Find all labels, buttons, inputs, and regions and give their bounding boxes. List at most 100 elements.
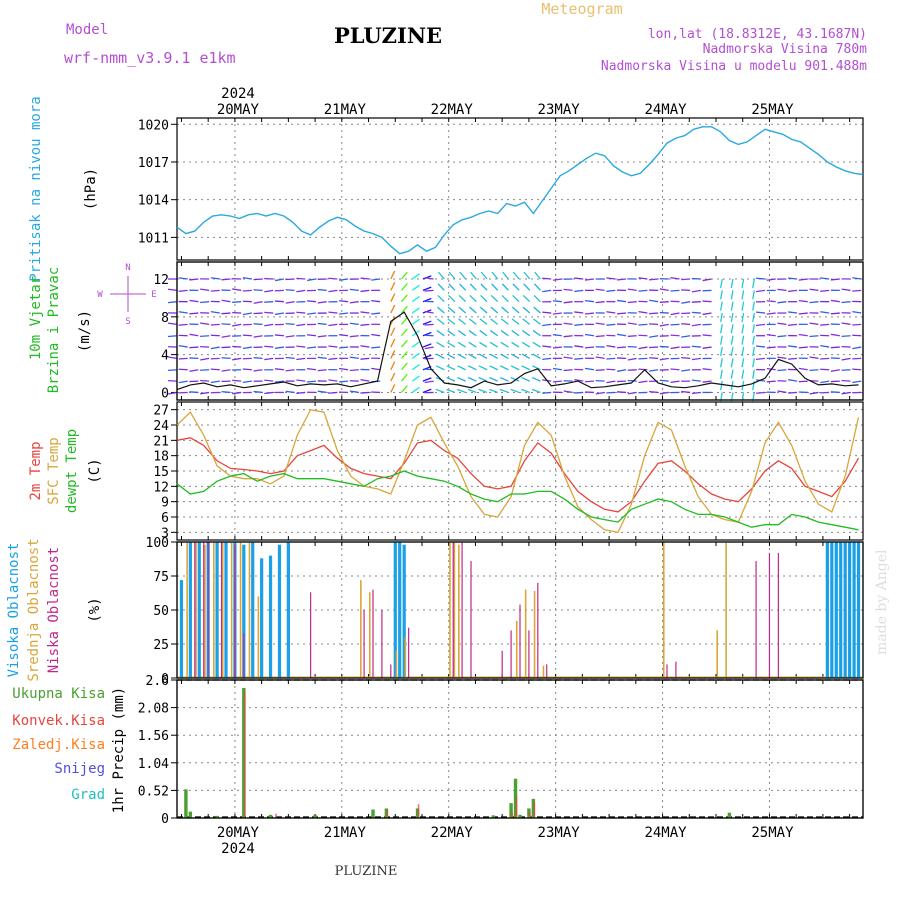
wind-arrow: [788, 379, 798, 382]
wind-arrow: [167, 335, 178, 338]
wind-arrow: [390, 281, 396, 291]
low-cloud-bar: [203, 542, 205, 678]
wind-arrow: [168, 356, 178, 360]
wind-arrow: [242, 368, 252, 371]
wind-arrow: [447, 318, 456, 325]
mid-cloud-bar: [230, 542, 233, 678]
high-cloud-bar: [277, 544, 282, 678]
axis-label: (%): [87, 597, 103, 622]
model-label: Model: [66, 22, 108, 38]
wind-arrow: [499, 388, 509, 394]
y-tick-label: 25: [153, 638, 169, 653]
wind-arrow: [649, 335, 659, 338]
conv-precip-bar: [533, 802, 536, 818]
wind-arrow: [820, 311, 830, 314]
wind-arrow: [798, 346, 808, 349]
wind-arrow: [552, 312, 562, 315]
y-tick-label: 1011: [138, 231, 169, 246]
wind-arrow: [446, 376, 456, 382]
y-tick-label: 1020: [138, 118, 169, 133]
wind-arrow: [491, 283, 499, 291]
wind-arrow: [552, 367, 562, 371]
wind-arrow: [720, 278, 723, 288]
wind-arrow: [533, 283, 541, 291]
wind-arrow: [296, 345, 306, 348]
wind-arrow: [296, 289, 306, 293]
wind-arrow: [670, 276, 680, 280]
axis-label: Pritisak na nivou mora: [28, 96, 44, 281]
wind-arrow: [691, 345, 701, 348]
high-cloud-bar: [215, 542, 219, 678]
high-cloud-bar: [834, 542, 838, 678]
top-day-label: 23MAY: [538, 102, 581, 118]
watermark: made by Angel: [874, 549, 890, 655]
high-cloud-bar: [398, 542, 402, 678]
high-cloud-bar: [830, 542, 834, 678]
top-day-label: 22MAY: [431, 102, 474, 118]
wind-arrow: [638, 277, 648, 280]
wind-arrow: [691, 379, 701, 382]
wind-arrow: [820, 289, 830, 292]
wind-arrow: [469, 294, 477, 303]
wind-arrow: [285, 289, 295, 292]
wind-arrow: [670, 346, 680, 350]
wind-arrow: [189, 278, 199, 281]
high-cloud-bar: [286, 542, 290, 678]
wind-arrow: [422, 343, 432, 348]
wind-arrow: [752, 312, 755, 323]
wind-arrow: [820, 277, 830, 280]
compass-e: E: [151, 290, 156, 300]
wind-arrow: [649, 299, 659, 303]
wind-arrow: [360, 289, 370, 293]
conv-precip-bar: [417, 804, 420, 818]
wind-arrow: [606, 289, 616, 292]
wind-arrow: [349, 390, 359, 394]
wind-arrow: [296, 311, 306, 314]
wind-arrow: [574, 277, 584, 280]
wind-arrow: [841, 391, 851, 395]
wind-arrow: [411, 273, 420, 280]
wind-arrow: [584, 380, 594, 383]
wind-arrow: [232, 288, 242, 291]
wind-arrow: [752, 324, 755, 334]
total-precip-bar: [727, 812, 732, 818]
wind-arrow: [435, 388, 445, 394]
wind-arrow: [401, 339, 408, 348]
axis-label: (C): [87, 458, 103, 483]
wind-arrow: [317, 301, 327, 304]
wind-arrow: [752, 290, 755, 300]
wind-arrow: [360, 379, 370, 382]
wind-arrow: [852, 310, 862, 314]
wind-arrow: [285, 301, 295, 304]
wind-arrow: [777, 288, 787, 292]
high-cloud-bar: [852, 542, 856, 678]
wind-arrow: [681, 390, 691, 394]
wind-arrow: [532, 318, 541, 325]
wind-arrow: [210, 310, 220, 314]
wind-arrow: [401, 305, 408, 314]
dewpoint-line: [176, 470, 859, 531]
wind-arrow: [210, 277, 220, 280]
footer-station: PLUZINE: [335, 864, 398, 879]
wind-arrow: [424, 310, 434, 314]
wind-arrow: [531, 388, 541, 394]
wind-arrow: [638, 368, 648, 371]
wind-arrow: [470, 271, 477, 280]
y-tick-label: 50: [153, 604, 169, 619]
wind-arrow: [469, 306, 477, 314]
wind-arrow: [178, 323, 188, 326]
low-cloud-bar: [372, 589, 374, 678]
wind-arrow: [523, 271, 531, 280]
total-precip-bar: [242, 687, 246, 818]
wind-arrow: [339, 312, 349, 315]
wind-arrow: [649, 391, 659, 394]
wind-arrow: [306, 380, 317, 383]
wind-arrow: [788, 277, 798, 280]
wind-arrow: [852, 368, 862, 371]
wind-arrow: [178, 311, 188, 314]
wind-arrow: [446, 365, 456, 371]
wind-arrow: [478, 353, 488, 359]
low-cloud-bar: [519, 604, 521, 678]
low-cloud-bar: [461, 542, 463, 678]
sfc-temp-line: [176, 408, 860, 534]
